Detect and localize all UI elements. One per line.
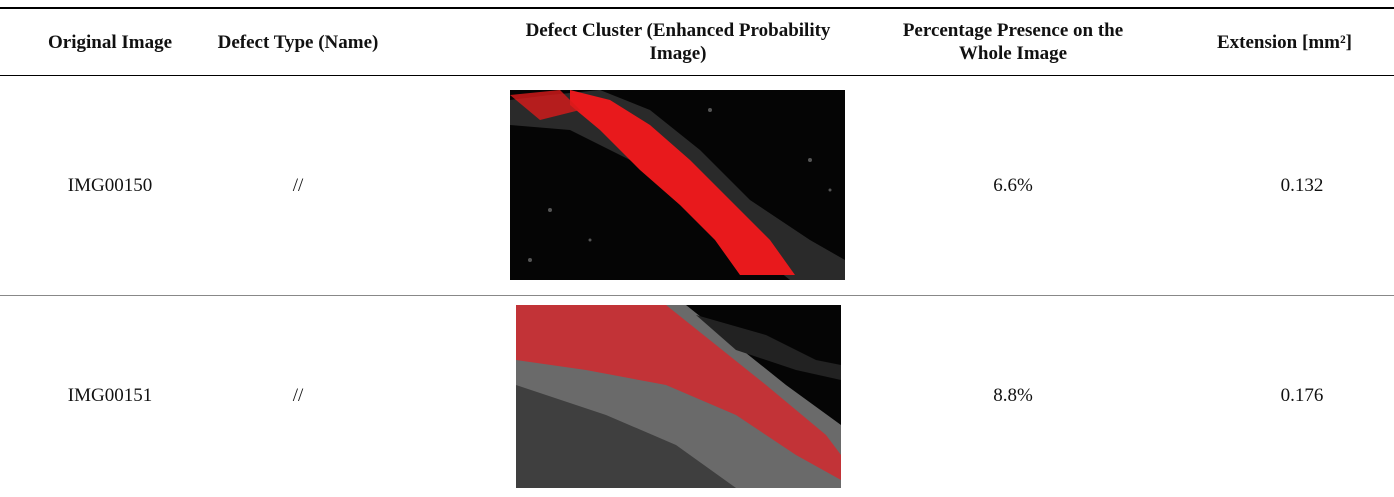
defect-type: // <box>210 76 386 295</box>
header-cell: Defect Cluster (Enhanced Probability Ima… <box>520 10 836 74</box>
image-id: IMG00151 <box>20 296 200 496</box>
defect-image <box>516 305 841 488</box>
defect-type: // <box>210 296 386 496</box>
extension: 0.176 <box>1175 296 1394 496</box>
header-cell: Percentage Presence on the Whole Image <box>885 10 1141 74</box>
top-rule <box>0 7 1394 9</box>
header-cell: Defect Type (Name) <box>210 10 386 74</box>
header-cell: Extension [mm²] <box>1175 10 1394 74</box>
page: Original Image Defect Type (Name) Defect… <box>0 0 1394 497</box>
image-id: IMG00150 <box>20 76 200 295</box>
extension: 0.132 <box>1175 76 1394 295</box>
percentage: 6.6% <box>885 76 1141 295</box>
header-cell: Original Image <box>20 10 200 74</box>
defect-image <box>510 90 845 280</box>
percentage: 8.8% <box>885 296 1141 496</box>
